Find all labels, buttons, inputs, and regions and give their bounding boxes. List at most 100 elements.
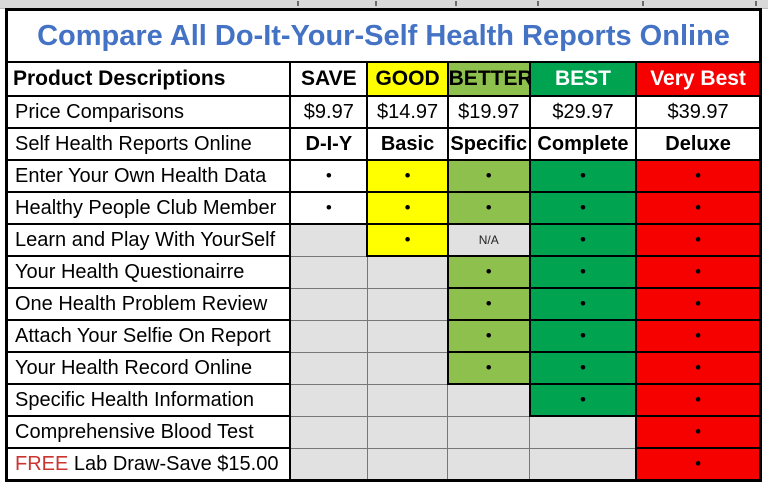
feature-cell [447,447,531,481]
row-label: Self Health Reports Online [5,127,292,161]
comparison-table: Compare All Do-It-Your-Self Health Repor… [5,8,762,482]
col-header-product-descriptions: Product Descriptions [5,61,292,97]
feature-cell: • [289,191,369,225]
feature-cell: • [635,319,762,353]
gridline-tick [297,1,299,6]
feature-cell: • [446,351,531,385]
price-save: $9.97 [289,95,369,129]
tier-name-save: D-I-Y [289,127,369,161]
feature-cell [529,447,637,481]
price-very-best: $39.97 [635,95,762,129]
feature-cell [366,383,449,417]
feature-cell: • [635,447,762,482]
feature-cell: • [528,255,638,289]
row-attach-selfie: Attach Your Selfie On Report • • • [5,319,762,353]
feature-cell [366,287,449,321]
feature-cell [447,415,531,449]
feature-cell: • [446,287,531,321]
row-label: One Health Problem Review [5,287,292,321]
feature-cell [289,287,368,321]
row-label: Specific Health Information [5,383,292,417]
gridline-tick [375,1,377,6]
row-label: Your Health Questionairre [5,255,292,289]
feature-cell: • [635,159,762,193]
feature-cell: • [528,223,638,257]
feature-cell: • [528,319,638,353]
col-header-save: SAVE [289,61,369,97]
feature-cell [447,383,531,417]
row-label: Enter Your Own Health Data [5,159,292,193]
col-header-very-best: Very Best [635,61,762,97]
price-better: $19.97 [446,95,531,129]
feature-cell: • [366,223,449,257]
row-label: Healthy People Club Member [5,191,292,225]
row-price-comparisons: Price Comparisons $9.97 $14.97 $19.97 $2… [5,95,762,129]
feature-cell: • [635,383,762,417]
feature-cell: • [528,287,638,321]
feature-cell: • [528,191,638,225]
col-header-best: BEST [528,61,638,97]
row-label: Comprehensive Blood Test [5,415,292,449]
feature-cell: • [635,255,762,289]
row-problem-review: One Health Problem Review • • • [5,287,762,321]
feature-cell [529,415,637,449]
page-title: Compare All Do-It-Your-Self Health Repor… [5,8,762,63]
feature-cell [366,447,449,481]
feature-cell [366,415,449,449]
price-best: $29.97 [528,95,638,129]
row-specific-health-info: Specific Health Information • • [5,383,762,417]
feature-cell [366,319,449,353]
feature-cell [366,255,449,289]
row-blood-test: Comprehensive Blood Test • [5,415,762,449]
gridline-tick [537,1,539,6]
feature-cell [289,255,368,289]
row-self-health-reports: Self Health Reports Online D-I-Y Basic S… [5,127,762,161]
feature-cell: • [528,159,638,193]
tier-name-better: Specific [446,127,531,161]
row-label: Learn and Play With YourSelf [5,223,292,257]
feature-cell: • [635,223,762,257]
gridline-tick [755,1,757,6]
row-label: FREE Lab Draw-Save $15.00 [5,447,292,482]
feature-cell: • [446,191,531,225]
free-highlight: FREE [15,452,69,475]
feature-cell [289,447,368,481]
gridline-tick [642,1,644,6]
feature-cell: • [528,383,638,417]
title-row: Compare All Do-It-Your-Self Health Repor… [5,8,762,63]
feature-cell: • [289,159,369,193]
feature-cell: • [528,351,638,385]
row-label: Price Comparisons [5,95,292,129]
feature-cell: • [366,191,449,225]
feature-cell-na: N/A [447,223,531,257]
feature-cell: • [635,287,762,321]
feature-cell [289,415,368,449]
row-label-text: Lab Draw-Save $15.00 [68,452,279,475]
gridline-tick [455,1,457,6]
col-header-better: BETTER [446,61,531,97]
row-label: Attach Your Selfie On Report [5,319,292,353]
feature-cell [289,383,368,417]
tier-name-good: Basic [366,127,449,161]
feature-cell: • [446,255,531,289]
feature-cell [366,351,449,385]
price-good: $14.97 [366,95,449,129]
tier-name-very-best: Deluxe [635,127,762,161]
header-row: Product Descriptions SAVE GOOD BETTER BE… [5,61,762,97]
row-label: Your Health Record Online [5,351,292,385]
feature-cell: • [446,319,531,353]
row-free-lab-draw: FREE Lab Draw-Save $15.00 • [5,447,762,482]
row-learn-and-play: Learn and Play With YourSelf • N/A • • [5,223,762,257]
row-health-record-online: Your Health Record Online • • • [5,351,762,385]
feature-cell [289,319,368,353]
row-club-member: Healthy People Club Member • • • • • [5,191,762,225]
row-health-questionairre: Your Health Questionairre • • • [5,255,762,289]
feature-cell: • [635,191,762,225]
feature-cell [289,223,368,257]
feature-cell: • [446,159,531,193]
feature-cell [289,351,368,385]
feature-cell: • [635,351,762,385]
feature-cell: • [635,415,762,449]
feature-cell: • [366,159,449,193]
col-header-good: GOOD [366,61,449,97]
